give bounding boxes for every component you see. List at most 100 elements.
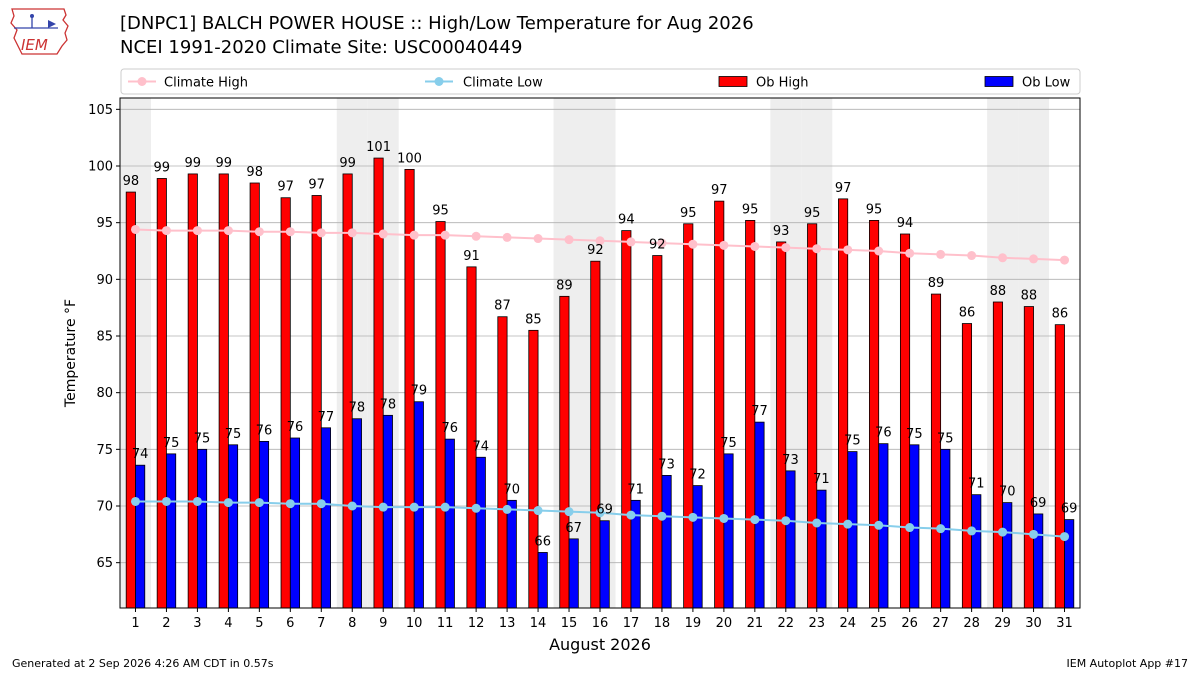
y-tick-label: 95 (96, 216, 113, 231)
x-tick-label: 6 (286, 616, 294, 631)
ob-low-bar (382, 414, 393, 609)
climate-low-point (533, 506, 543, 516)
x-tick-label: 22 (778, 616, 795, 631)
ob-high-label: 99 (215, 156, 232, 171)
ob-low-bar (537, 552, 548, 609)
ob-high-label: 94 (618, 213, 635, 228)
climate-low-point (1029, 529, 1039, 539)
climate-high-point (1029, 254, 1039, 264)
ob-high-label: 97 (835, 181, 852, 196)
climate-high-point (626, 237, 636, 247)
climate-high-point (223, 226, 233, 236)
ob-high-bar (776, 241, 787, 609)
ob-high-bar (838, 198, 849, 609)
ob-high-bar (342, 173, 353, 609)
ob-high-label: 97 (308, 177, 325, 192)
x-tick-label: 7 (317, 616, 325, 631)
x-tick-label: 26 (901, 616, 918, 631)
ob-high-bar (1023, 306, 1034, 609)
climate-high-point (316, 228, 326, 238)
ob-high-bar (497, 316, 508, 609)
ob-high-bar (992, 301, 1003, 609)
ob-low-label: 69 (596, 503, 613, 518)
ob-high-bar (590, 260, 601, 609)
climate-high-point (967, 251, 977, 261)
climate-high-point (130, 224, 140, 234)
ob-high-bar (714, 200, 725, 609)
ob-low-label: 73 (782, 453, 799, 468)
logo-text: IEM (21, 36, 48, 54)
ob-low-label: 69 (1030, 496, 1047, 511)
climate-high-point (595, 236, 605, 246)
x-tick-label: 13 (499, 616, 516, 631)
ob-low-label: 78 (349, 401, 366, 416)
climate-high-point (254, 227, 264, 237)
ob-high-label: 99 (339, 156, 356, 171)
ob-high-label: 95 (680, 206, 697, 221)
ob-high-bar (187, 173, 198, 609)
climate-low-point (316, 499, 326, 509)
legend-climate-low-label: Climate Low (463, 76, 543, 91)
chart-title: [DNPC1] BALCH POWER HOUSE :: High/Low Te… (120, 13, 754, 34)
ob-low-bar (444, 438, 455, 609)
climate-low-point (347, 501, 357, 511)
climate-high-point (719, 240, 729, 250)
ob-low-bar (1033, 513, 1044, 609)
climate-low-point (719, 513, 729, 523)
x-tick-label: 23 (809, 616, 826, 631)
ob-low-bar (785, 470, 796, 609)
climate-low-point (657, 511, 667, 521)
x-tick-label: 15 (561, 616, 578, 631)
climate-low-point (626, 510, 636, 520)
y-axis-label: Temperature °F (63, 299, 79, 408)
ob-low-label: 66 (534, 534, 551, 549)
ob-high-bar (311, 195, 322, 609)
ob-low-bar (1002, 502, 1013, 609)
ob-low-label: 76 (287, 420, 304, 435)
y-tick-label: 90 (96, 273, 113, 288)
climate-high-point (905, 248, 915, 258)
y-tick-label: 105 (88, 103, 113, 118)
ob-high-label: 92 (649, 238, 666, 253)
iem-logo: IEM (8, 6, 72, 60)
legend-ob-low-swatch (984, 76, 1014, 87)
x-tick-label: 21 (747, 616, 764, 631)
climate-low-point (595, 508, 605, 518)
ob-high-label: 88 (1021, 289, 1038, 304)
climate-high-point (471, 231, 481, 241)
climate-high-point (874, 246, 884, 256)
x-tick-label: 30 (1025, 616, 1042, 631)
ob-high-bar (683, 223, 694, 609)
legend-climate-low-marker (434, 77, 444, 86)
climate-high-point (285, 227, 295, 237)
footer-generated: Generated at 2 Sep 2026 4:26 AM CDT in 0… (12, 657, 274, 670)
ob-high-label: 92 (587, 243, 604, 258)
ob-high-label: 95 (742, 202, 759, 217)
climate-high-point (688, 239, 698, 249)
y-tick-label: 85 (96, 330, 113, 345)
climate-high-point (781, 243, 791, 253)
ob-low-bar (351, 418, 362, 609)
climate-low-point (409, 502, 419, 512)
ob-high-label: 86 (959, 306, 976, 321)
ob-low-bar (599, 520, 610, 609)
ob-low-label: 75 (163, 436, 180, 451)
ob-low-bar (568, 538, 579, 609)
ob-low-label: 72 (689, 468, 706, 483)
ob-low-bar (320, 427, 331, 609)
climate-high-point (409, 230, 419, 240)
climate-low-point (874, 520, 884, 530)
x-tick-label: 9 (379, 616, 387, 631)
ob-low-bar (723, 453, 734, 609)
climate-high-point (812, 244, 822, 254)
ob-low-label: 75 (937, 431, 954, 446)
ob-low-label: 69 (1061, 502, 1078, 517)
temperature-chart: 6570758085909510010598749975997599759876… (63, 68, 1081, 654)
ob-high-label: 99 (154, 160, 171, 175)
x-tick-label: 27 (932, 616, 949, 631)
x-tick-label: 2 (162, 616, 170, 631)
legend-ob-low-label: Ob Low (1022, 76, 1071, 91)
ob-low-label: 73 (658, 457, 675, 472)
climate-high-point (533, 234, 543, 244)
climate-low-point (285, 499, 295, 509)
